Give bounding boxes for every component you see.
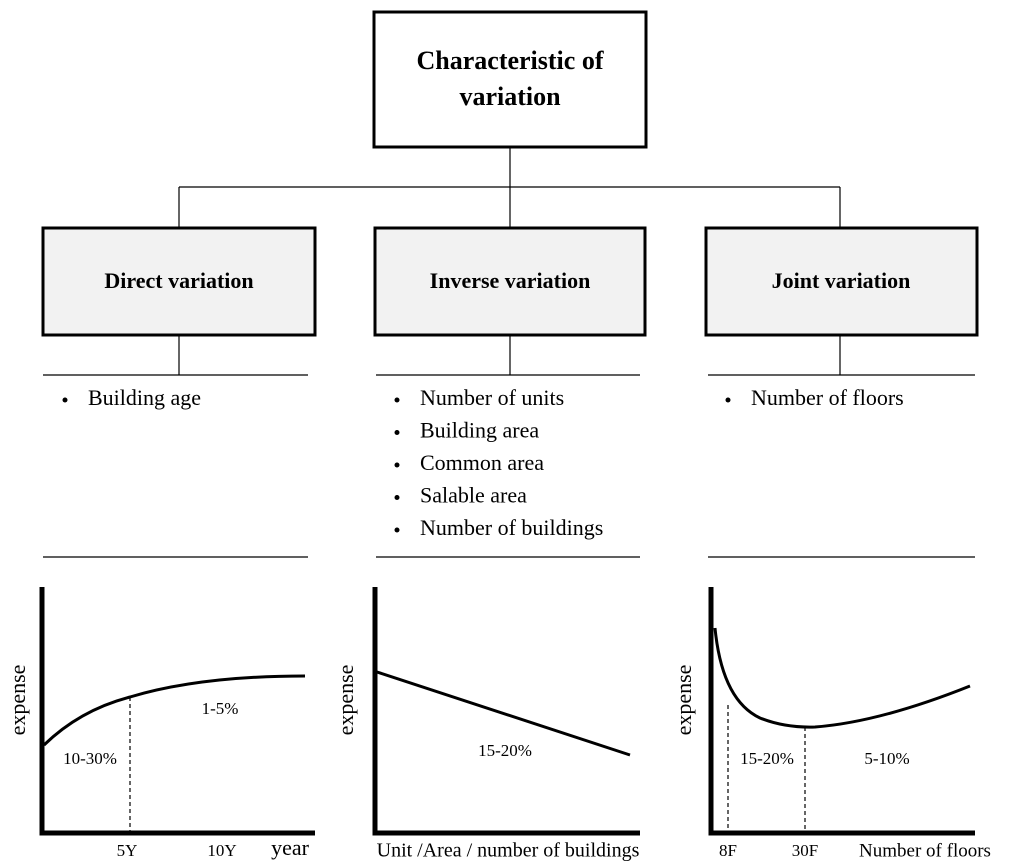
item-lists: Building age Number of units Building area…	[62, 385, 904, 540]
axis	[372, 587, 640, 836]
list-item: Number of buildings	[420, 515, 603, 540]
annotation: 5-10%	[864, 749, 909, 768]
curve	[376, 670, 631, 757]
bullet	[62, 397, 68, 403]
y-label: expense	[5, 665, 30, 736]
bullet	[394, 397, 400, 403]
curve	[713, 627, 971, 729]
list-item: Building age	[88, 385, 201, 410]
x-label: Number of floors	[859, 840, 991, 861]
annotation: 15-20%	[478, 741, 532, 760]
category-title: Joint variation	[772, 268, 911, 293]
axis	[708, 587, 975, 836]
connector	[178, 147, 841, 228]
root-title: Characteristic of	[417, 46, 604, 75]
bullet	[394, 462, 400, 468]
list-item: Common area	[420, 450, 544, 475]
x-tick-label: 8F	[719, 841, 737, 860]
x-tick-label: 30F	[792, 841, 818, 860]
separator	[43, 335, 975, 558]
list-item: Number of units	[420, 385, 564, 410]
root-title: variation	[459, 82, 561, 111]
annotation: 15-20%	[740, 749, 794, 768]
curve	[42, 674, 306, 747]
category-title: Inverse variation	[430, 268, 591, 293]
bullet	[394, 527, 400, 533]
x-label: year	[271, 835, 310, 860]
category-title: Direct variation	[104, 268, 253, 293]
list-item: Number of floors	[751, 385, 904, 410]
guide-line	[727, 705, 806, 833]
bullet	[394, 495, 400, 500]
root-box	[372, 10, 648, 149]
y-label: expense	[671, 665, 696, 736]
x-tick-label: 10Y	[207, 841, 236, 860]
annotation: 1-5%	[202, 699, 239, 718]
axis	[39, 587, 315, 836]
x-tick-label: 5Y	[117, 841, 138, 860]
list-item: Building area	[420, 418, 539, 443]
list-item: Salable area	[420, 483, 527, 508]
bullet	[394, 430, 400, 435]
x-label: Unit /Area / number of buildings	[377, 840, 640, 862]
category-box	[373, 226, 647, 337]
category-box	[704, 226, 979, 337]
category-box	[41, 226, 317, 337]
y-label: expense	[333, 665, 358, 736]
annotation: 10-30%	[63, 749, 117, 768]
bullet	[725, 397, 731, 403]
